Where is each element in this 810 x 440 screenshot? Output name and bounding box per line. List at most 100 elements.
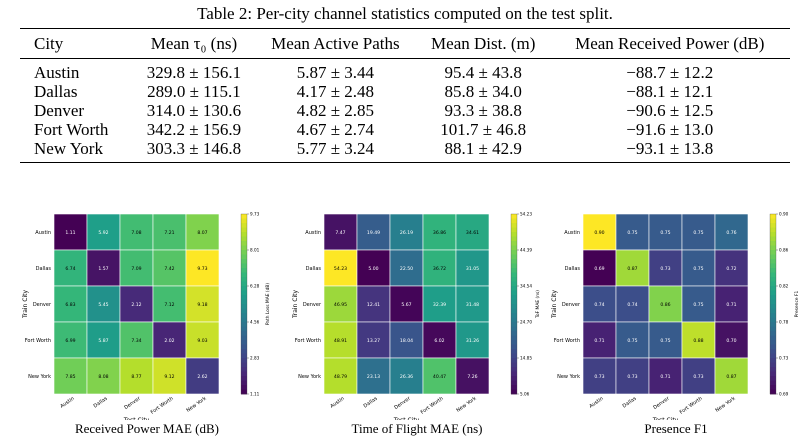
colorbar-segment [511,344,517,350]
y-axis-label: Train City [292,290,299,320]
cell-value-label: 0.71 [726,302,736,308]
header-mean-tau: Mean τ₀ (ns) [150,34,238,53]
colorbar-segment [770,331,776,336]
table-cell: −88.1 ± 12.1 [626,82,714,101]
colorbar-segment [511,308,517,314]
colorbar-segment [770,376,776,381]
colorbar-tick-label: 54.23 [520,212,532,217]
cell-value-label: 54.23 [334,266,347,272]
cell-value-label: 0.88 [693,338,703,344]
heatmap-cell [86,285,121,323]
colorbar-segment [770,232,776,237]
heatmap-cell [152,321,187,359]
colorbar-segment [770,308,776,314]
heatmap-cell [582,213,617,251]
y-tick-label: Dallas [565,266,581,272]
table-cell: 101.7 ± 46.8 [440,120,527,139]
cell-value-label: 0.73 [660,266,670,272]
colorbar-segment [241,326,247,332]
heatmap-received-power-mae-plot: 1.11 5.92 7.08 7.21 8.07 6.74 1.57 7.09 7.42 9.73… [22,212,271,420]
heatmap-presence-f1-plot: 0.90 0.75 0.75 0.75 0.76 0.69 0.87 0.73 0.75 0.72… [551,212,800,420]
y-axis-label: Train City [22,290,29,320]
cell-value-label: 32.39 [433,302,446,308]
cell-value-label: 8.77 [131,374,141,380]
colorbar-segment [511,236,517,242]
cell-value-label: 0.75 [693,266,703,272]
heatmap-cell [422,357,457,395]
cell-value-label: 6.99 [65,338,75,344]
colorbar-segment [241,281,247,287]
y-tick-label: Fort Worth [25,338,51,344]
colorbar-segment [241,263,247,269]
heatmap-cell [185,321,220,359]
table-cell: 4.17 ± 2.48 [296,82,375,101]
cell-value-label: 0.75 [660,230,670,236]
colorbar-tick-label: 0.69 [779,392,789,397]
cell-value-label: 0.73 [594,374,604,380]
colorbar-segment [770,286,776,291]
heatmap-cell [389,321,424,359]
cell-value-label: 46.95 [334,302,347,308]
table-cell: 95.4 ± 43.8 [444,63,522,82]
colorbar-segment [511,218,517,224]
colorbar-segment [241,308,247,314]
figure-caption: Received Power MAE (dB) [74,421,220,436]
colorbar-segment [511,232,517,237]
x-tick-label: Fort Worth [420,396,445,416]
colorbar-tick-label: 9.73 [250,212,260,217]
y-tick-label: Austin [564,230,580,236]
heatmap-cell [422,249,457,287]
colorbar-segment [770,277,776,282]
colorbar-tick-label: 0.78 [779,320,789,325]
colorbar-segment [511,268,517,273]
colorbar-tick-label: 14.85 [520,356,532,361]
colorbar-segment [511,340,517,345]
colorbar-segment [241,331,247,336]
cell-value-label: 2.62 [197,374,207,380]
colorbar-segment [241,317,247,323]
heatmap-cell [648,321,683,359]
cell-value-label: 7.34 [131,338,141,344]
colorbar-frame [769,213,777,395]
colorbar-segment [241,223,247,228]
colorbar-segment [511,349,517,354]
colorbar-segment [511,214,517,219]
cell-value-label: 0.71 [660,374,670,380]
colorbar-segment [770,380,776,386]
colorbar-segment [241,259,247,264]
x-axis-label: Test City [393,417,420,420]
figure-caption: Time of Flight MAE (ns) [351,421,483,436]
colorbar-label: Presence F1 [794,291,800,318]
cell-value-label: 6.74 [65,266,75,272]
y-tick-label: Austin [35,230,51,236]
header-mean-active-paths: Mean Active Paths [271,34,400,53]
colorbar-segment [241,290,247,296]
cell-value-label: 7.42 [164,266,174,272]
table-cell: 303.3 ± 146.8 [146,139,242,158]
heatmap-cell [53,321,88,359]
colorbar-segment [770,389,776,395]
table-cell: 342.2 ± 156.9 [146,120,242,139]
cell-value-label: 13.27 [367,338,380,344]
heatmap-cell [615,285,650,323]
cell-value-label: 36.86 [433,230,446,236]
cell-value-label: 0.75 [693,302,703,308]
colorbar-segment [770,281,776,287]
heatmap-cell [455,249,490,287]
colorbar-segment [770,218,776,224]
cell-value-label: 22.50 [400,266,413,272]
heatmap-cell [714,249,749,287]
heatmap-cell [681,213,716,251]
heatmap-cell [86,213,121,251]
cell-value-label: 8.08 [98,374,108,380]
colorbar-segment [241,358,247,363]
table-caption: Table 2: Per-city channel statistics com… [197,4,613,23]
heatmap-cell [648,285,683,323]
colorbar-segment [511,335,517,341]
x-tick-label: Dallas [363,396,379,410]
table-cell: −91.6 ± 13.0 [626,120,714,139]
x-tick-label: Fort Worth [679,396,704,416]
colorbar-tick-label: 0.73 [779,356,789,361]
y-tick-label: New York [28,374,51,380]
x-tick-label: Dallas [622,396,638,410]
